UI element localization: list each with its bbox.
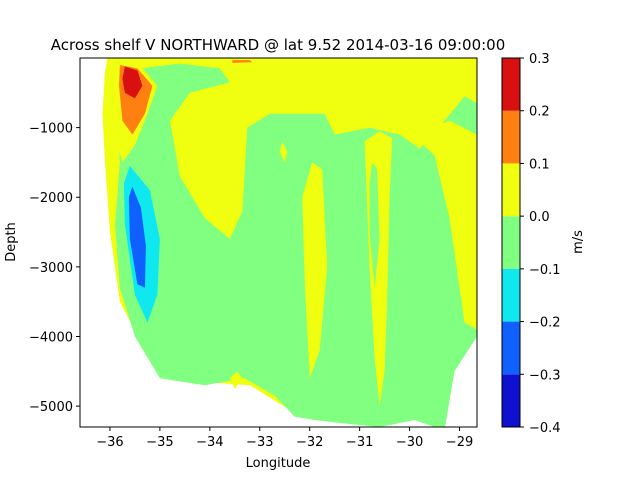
y-tick-label: −2000 xyxy=(29,191,73,206)
x-tick-label: −35 xyxy=(146,435,173,450)
y-tick-label: −1000 xyxy=(29,122,73,137)
x-tick-label: −32 xyxy=(296,435,323,450)
colorbar-segment xyxy=(502,268,520,322)
colorbar-tick-label: 0.3 xyxy=(529,52,550,67)
x-tick-label: −34 xyxy=(196,435,223,450)
contour-region-4 xyxy=(279,141,288,163)
colorbar-segment xyxy=(502,58,520,111)
contour-region-5 xyxy=(229,371,243,389)
y-tick-label: −5000 xyxy=(29,400,73,415)
x-tick-label: −33 xyxy=(246,435,273,450)
colorbar-tick-label: −0.4 xyxy=(529,421,561,436)
y-tick-label: −4000 xyxy=(29,330,73,345)
colorbar-segment xyxy=(502,216,520,269)
y-axis-label: Depth xyxy=(4,222,19,262)
x-tick-label: −29 xyxy=(446,435,473,450)
x-tick-label: −36 xyxy=(96,435,123,450)
x-tick-label: −30 xyxy=(396,435,423,450)
colorbar-segment xyxy=(502,321,520,375)
colorbar-tick-label: −0.3 xyxy=(529,368,561,383)
y-tick-label: −3000 xyxy=(29,261,73,276)
x-axis-label: Longitude xyxy=(246,456,311,471)
contour-region-13 xyxy=(232,60,253,63)
colorbar-tick-label: 0.0 xyxy=(529,210,550,225)
contour-region-9 xyxy=(128,186,146,288)
y-axis-ticks: −1000 −2000 −3000 −4000 −5000 xyxy=(29,122,80,415)
contour-region-12 xyxy=(122,66,143,99)
x-tick-label: −31 xyxy=(346,435,373,450)
colorbar-segment xyxy=(502,374,520,427)
contour-region-2 xyxy=(302,162,328,379)
colorbar: −0.4 −0.3 −0.2 −0.1 0.0 0.1 0.2 0.3 xyxy=(501,52,561,436)
chart-title: Across shelf V NORTHWARD @ lat 9.52 2014… xyxy=(51,36,506,54)
colorbar-tick-label: −0.1 xyxy=(529,263,561,278)
colorbar-tick-label: 0.1 xyxy=(529,157,550,172)
colorbar-segment xyxy=(502,163,520,217)
plot-frame xyxy=(79,57,478,428)
colorbar-tick-label: 0.2 xyxy=(529,105,550,120)
colorbar-tick-label: −0.2 xyxy=(529,316,561,331)
contour-regions xyxy=(102,58,477,427)
colorbar-frame xyxy=(501,57,521,428)
x-axis-ticks: −36 −35 −34 −33 −32 −31 −30 −29 xyxy=(96,427,473,450)
contour-region-7 xyxy=(369,162,380,288)
contour-region-6 xyxy=(419,120,477,330)
colorbar-label: m/s xyxy=(571,230,586,254)
colorbar-segment xyxy=(502,110,520,164)
